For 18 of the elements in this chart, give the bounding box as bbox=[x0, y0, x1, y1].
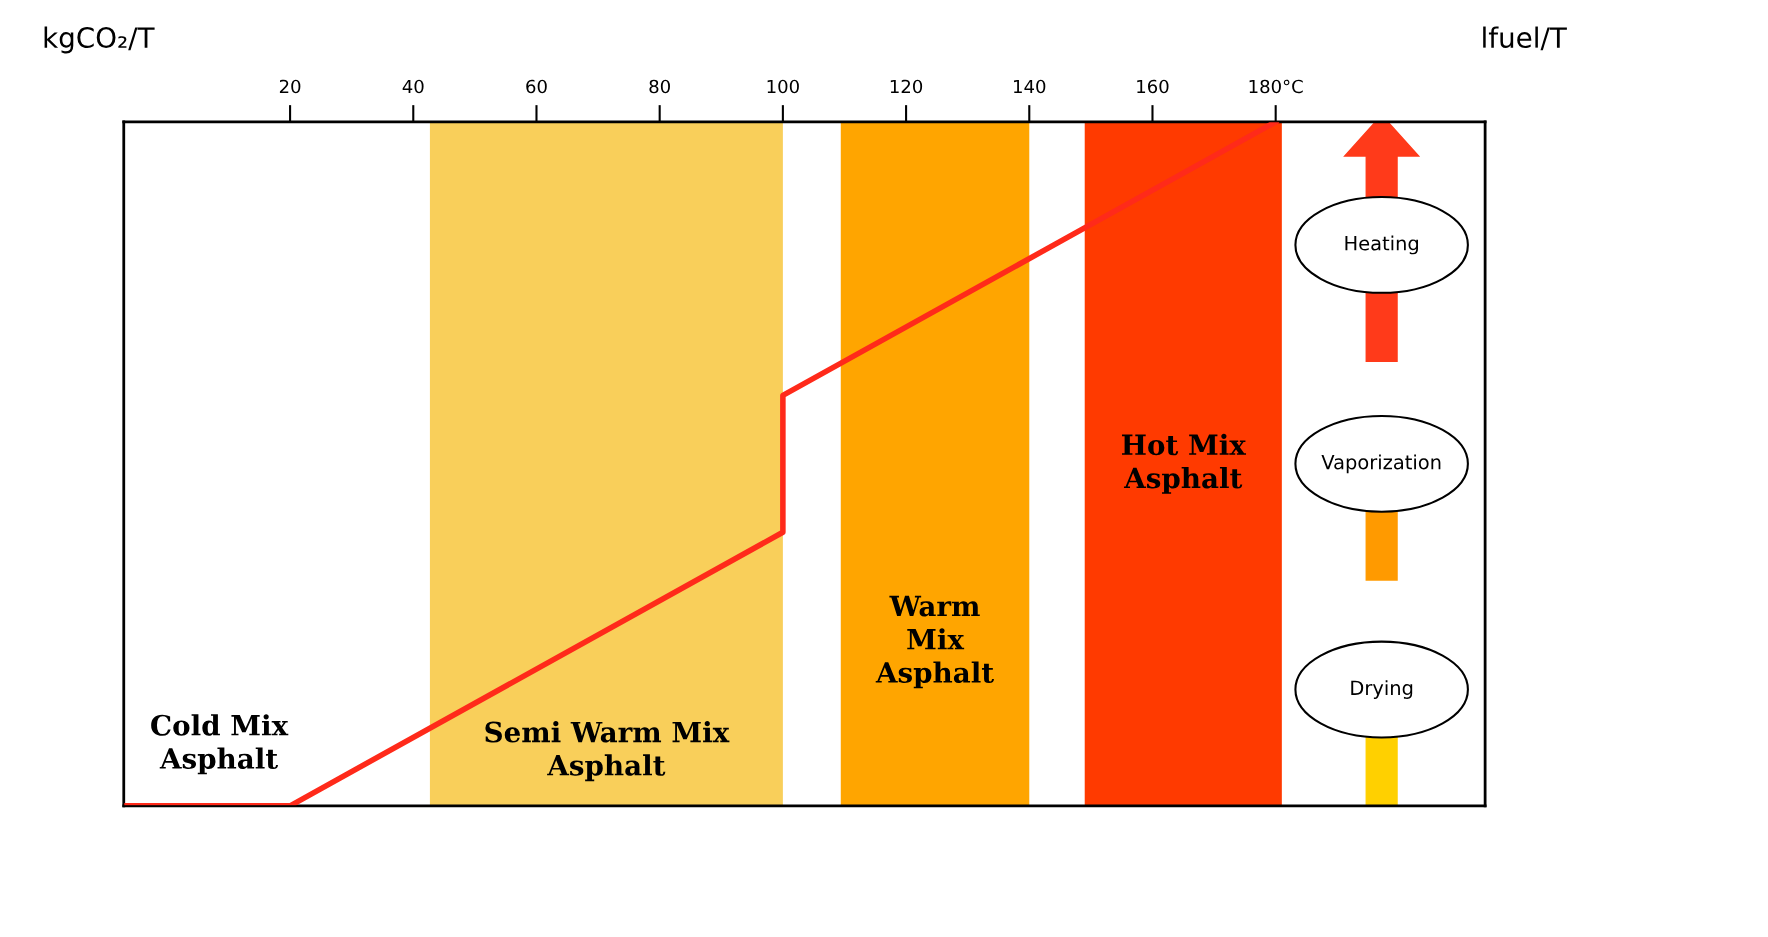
x-tick-label: 60 bbox=[526, 79, 547, 94]
band-label: Semi Warm Mix Asphalt bbox=[485, 721, 730, 782]
y2-axis-title: lfuel/T bbox=[1483, 26, 1567, 51]
x-tick-label: 140 bbox=[1014, 79, 1046, 94]
annotation: Cold Mix Asphalt bbox=[151, 714, 289, 775]
annotation: Drying bbox=[1351, 680, 1413, 699]
band-label: Hot Mix Asphalt bbox=[1122, 433, 1247, 494]
x-tick-label: 160 bbox=[1137, 79, 1169, 94]
annotation: Heating bbox=[1345, 235, 1418, 255]
band-label: Warm Mix Asphalt bbox=[875, 595, 994, 689]
annotation: Vaporization bbox=[1321, 454, 1441, 474]
x-tick-label: 120 bbox=[890, 79, 923, 94]
x-tick-label: 100 bbox=[767, 79, 799, 94]
y-axis-title: kgCO₂/T bbox=[44, 26, 155, 54]
x-tick-label: 40 bbox=[402, 79, 424, 94]
x-tick-label: 20 bbox=[279, 79, 301, 94]
x-tick-label: 80 bbox=[649, 79, 670, 94]
x-tick-label: 180°C bbox=[1249, 79, 1303, 94]
